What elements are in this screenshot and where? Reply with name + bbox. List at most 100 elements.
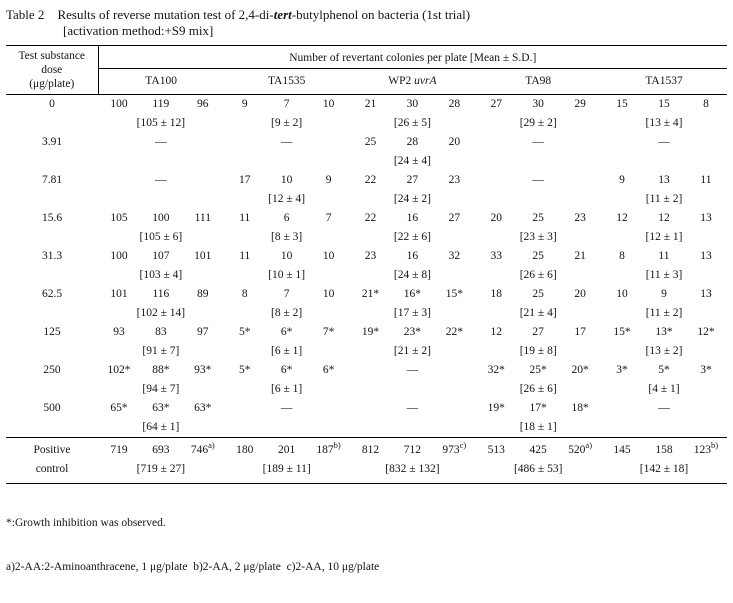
- plate-count-cell: 10: [616, 288, 628, 300]
- plate-count-cell: 6*: [280, 326, 293, 338]
- plate-count-cell: 25: [532, 250, 544, 262]
- plate-count-cell: 23: [448, 174, 461, 186]
- plate-count-cell: 9: [661, 288, 667, 300]
- strain-header: WP2 uvrA: [349, 68, 476, 96]
- plate-count-cell: 20*: [571, 364, 589, 376]
- plate-count-cell: 19*: [487, 402, 505, 414]
- plate-count-cell: 3*: [616, 364, 628, 376]
- mean-sd-cell: [21 ± 2]: [393, 345, 431, 357]
- mean-sd-cell: [19 ± 8]: [519, 345, 557, 357]
- plate-count-cell: 11: [239, 250, 251, 262]
- plate-count-cell: 719: [98, 437, 140, 460]
- plate-count-cell: 10: [322, 98, 335, 110]
- plate-count-cell: 746a): [181, 437, 224, 460]
- mean-sd-cell: [102 ± 14]: [136, 307, 186, 319]
- span-header-row: Test substance dose (μg/plate) Number of…: [6, 45, 727, 95]
- plate-count-cell: 107: [152, 250, 170, 262]
- plate-count-cell: 12*: [697, 326, 715, 338]
- plate-count-cell: 10: [322, 288, 335, 300]
- positive-control-label-cell: Positive control: [6, 437, 98, 484]
- plate-count-cell: 18*: [571, 402, 589, 414]
- plate-count-cell: 100: [152, 212, 170, 224]
- dose-values-row: 62.5 101 116 89 8 7 10 21* 16* 15* 18 25 20 10 9 13: [6, 285, 727, 304]
- mean-sd-cell: [11 ± 2]: [645, 307, 683, 319]
- positive-control-mean-row: [719 ± 27] [189 ± 11] [832 ± 132] [486 ± 53…: [6, 460, 727, 484]
- plate-count-cell: 22: [364, 212, 377, 224]
- empty-mean-cell: [224, 152, 350, 171]
- no-data-cell: —: [532, 136, 544, 148]
- plate-count-cell: 13: [700, 212, 712, 224]
- plate-count-cell: 13*: [655, 326, 673, 338]
- plate-count-cell: 101: [194, 250, 212, 262]
- mean-sd-cell: [8 ± 2]: [271, 307, 303, 319]
- mean-sd-cell: [94 ± 7]: [142, 383, 180, 395]
- plate-count-cell: 9: [325, 174, 332, 186]
- strain-header: TA98: [475, 68, 602, 96]
- plate-count-cell: 11: [658, 250, 670, 262]
- plate-count-cell: 88*: [152, 364, 170, 376]
- plate-count-cell: 17: [574, 326, 586, 338]
- dose-cell: 62.5: [41, 288, 63, 300]
- mean-sd-cell: [8 ± 3]: [271, 231, 303, 243]
- plate-count-cell: 973c): [433, 437, 476, 460]
- plate-count-cell: 28: [406, 136, 419, 148]
- plate-count-cell: 63*: [152, 402, 170, 414]
- plate-count-cell: 7: [283, 98, 290, 110]
- mean-sd-cell: [719 ± 27]: [136, 463, 186, 475]
- plate-count-cell: 30: [406, 98, 419, 110]
- dose-column-header: Test substance dose (μg/plate): [6, 45, 99, 95]
- dose-cell: 15.6: [41, 212, 63, 224]
- plate-count-cell: 111: [194, 212, 211, 224]
- dose-values-row: 250 102* 88* 93* 5* 6* 6* — 32* 25* 20* 3* 5* 3*: [6, 361, 727, 380]
- dose-mean-row: [64 ± 1] [18 ± 1]: [6, 418, 727, 438]
- mean-sd-cell: [21 ± 4]: [519, 307, 557, 319]
- plate-count-cell: 105: [110, 212, 128, 224]
- table-caption-line2: [activation method:+S9 mix]: [63, 23, 214, 38]
- plate-count-cell: 25: [532, 288, 544, 300]
- plate-count-cell: 16*: [403, 288, 422, 300]
- dose-cell: 3.91: [41, 136, 63, 148]
- plate-count-cell: 513: [475, 437, 518, 460]
- mean-sd-cell: [26 ± 6]: [519, 269, 557, 281]
- mean-sd-cell: [11 ± 3]: [645, 269, 683, 281]
- mean-sd-cell: [29 ± 2]: [519, 117, 557, 129]
- plate-count-cell: 22*: [445, 326, 463, 338]
- mean-sd-cell: [12 ± 4]: [268, 193, 306, 205]
- plate-count-cell: 15: [658, 98, 670, 110]
- mean-sd-cell: [22 ± 6]: [393, 231, 431, 243]
- plate-count-cell: 17: [238, 174, 251, 186]
- dose-cell: 0: [49, 98, 55, 110]
- dose-mean-row: [105 ± 12] [9 ± 2] [26 ± 5] [29 ± 2] [13 ± 4…: [6, 114, 727, 133]
- empty-mean-cell: [601, 152, 727, 171]
- plate-count-cell: 11: [700, 174, 712, 186]
- plate-count-cell: 13: [700, 250, 712, 262]
- mean-sd-cell: [6 ± 1]: [271, 345, 303, 357]
- plate-count-cell: 32*: [487, 364, 505, 376]
- dose-mean-row: [24 ± 4]: [6, 152, 727, 171]
- plate-count-cell: 10: [280, 174, 293, 186]
- no-data-cell: —: [280, 402, 293, 414]
- plate-count-cell: 8: [241, 288, 248, 300]
- plate-count-cell: 11: [239, 212, 251, 224]
- plate-count-cell: 9: [241, 98, 248, 110]
- plate-count-cell: 20: [448, 136, 461, 148]
- plate-count-cell: 27: [448, 212, 461, 224]
- plate-count-cell: 16: [406, 250, 419, 262]
- footnote-growth-inhibition: *:Growth inhibition was observed.: [6, 517, 166, 529]
- dose-cell: 500: [43, 402, 61, 414]
- plate-count-cell: 18: [490, 288, 503, 300]
- plate-count-cell: 10: [280, 250, 293, 262]
- strain-header: TA1535: [223, 68, 350, 96]
- plate-count-cell: 7*: [322, 326, 335, 338]
- plate-count-cell: 6: [283, 212, 290, 224]
- plate-count-cell: 16: [406, 212, 419, 224]
- strain-header: TA1537: [601, 68, 727, 96]
- no-data-cell: —: [658, 136, 670, 148]
- table-number: Table 2: [6, 7, 45, 22]
- table-title: Table 2 Results of reverse mutation test …: [6, 7, 727, 39]
- empty-mean-cell: [98, 152, 224, 171]
- plate-count-cell: 15*: [445, 288, 463, 300]
- dose-header-line1: Test substance: [18, 50, 86, 62]
- plate-count-cell: 13: [700, 288, 712, 300]
